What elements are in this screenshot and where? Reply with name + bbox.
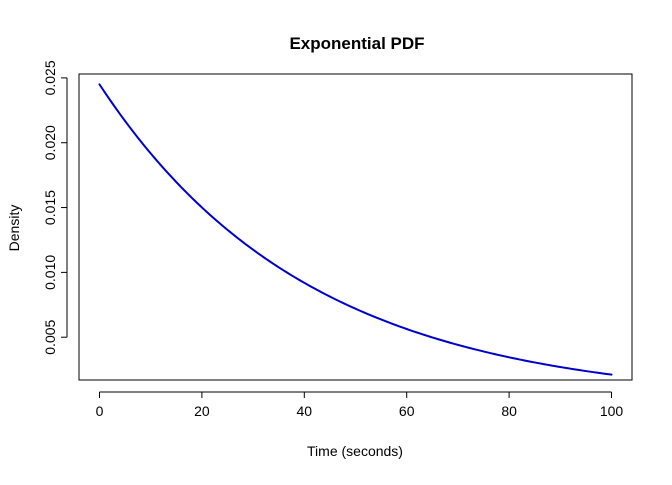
y-tick-label: 0.020	[42, 125, 58, 160]
series-layer	[98, 83, 613, 376]
y-axis-label: Density	[6, 205, 22, 252]
x-axis: 0 20 40 60 80 100	[96, 391, 624, 419]
y-tick-label: 0.010	[42, 255, 58, 290]
y-tick-label: 0.015	[42, 190, 58, 225]
plot-frame	[78, 73, 633, 381]
x-axis-label: Time (seconds)	[307, 443, 403, 459]
x-tick-label: 60	[399, 403, 415, 419]
x-tick-label: 40	[297, 403, 313, 419]
x-tick-label: 0	[96, 403, 104, 419]
chart-title: Exponential PDF	[289, 34, 424, 53]
y-tick-label: 0.025	[42, 60, 58, 95]
x-tick-label: 100	[600, 403, 624, 419]
y-tick-label: 0.005	[42, 319, 58, 354]
x-tick-label: 20	[194, 403, 210, 419]
y-axis: 0.005 0.010 0.015 0.020 0.025	[42, 60, 68, 355]
x-tick-label: 80	[501, 403, 517, 419]
density-series-line	[98, 83, 613, 376]
